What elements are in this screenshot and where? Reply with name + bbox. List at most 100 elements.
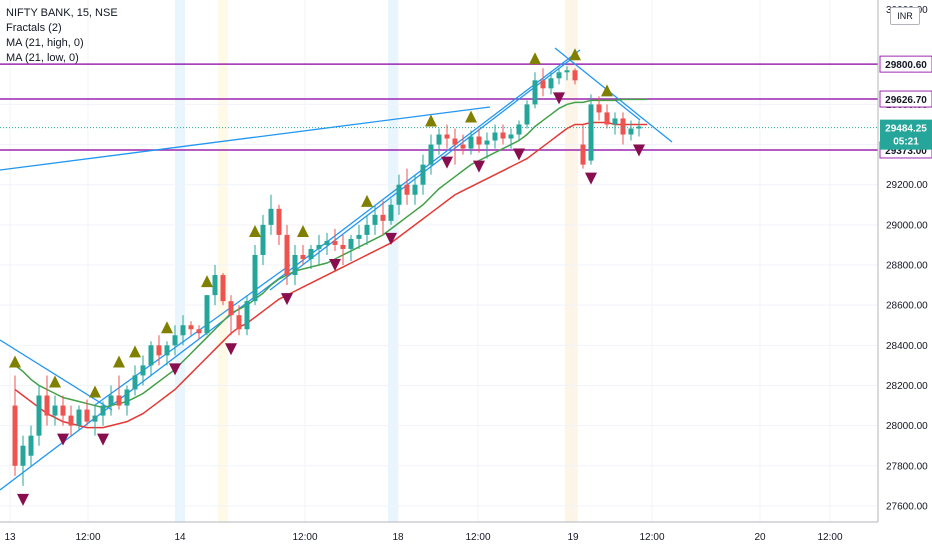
candle-body-76 — [620, 118, 626, 135]
candle-body-15 — [132, 375, 138, 390]
candle-body-4 — [44, 395, 50, 416]
fractal-up-5 — [161, 321, 173, 334]
candle-49 — [404, 168, 410, 205]
candle-body-77 — [628, 128, 634, 135]
candle-55 — [452, 128, 458, 165]
fractal-down-7 — [385, 232, 397, 245]
price-axis[interactable]: 27600.00 27800.00 28000.00 28200.00 28400.00… — [877, 0, 932, 550]
candle-body-73 — [596, 104, 602, 113]
candle-25 — [212, 265, 218, 306]
candle-52 — [428, 134, 434, 175]
fractal-up-8 — [297, 224, 309, 237]
candle-body-8 — [76, 409, 82, 426]
candle-57 — [468, 130, 474, 155]
candle-1 — [20, 435, 26, 486]
legend-ma-low[interactable]: MA (21, low, 0) — [6, 52, 79, 64]
candle-23 — [196, 325, 202, 340]
candle-34 — [284, 224, 290, 286]
fractal-down-3 — [169, 363, 181, 376]
candle-66 — [540, 68, 546, 97]
grid-lines — [0, 0, 878, 522]
candle-body-48 — [396, 184, 402, 205]
candle-body-27 — [228, 301, 234, 316]
candle-body-57 — [468, 136, 474, 149]
trend-line-2 — [94, 264, 291, 406]
candle-37 — [308, 244, 314, 270]
price-tick-label-8: 29200.00 — [886, 180, 928, 191]
candle-54 — [444, 124, 450, 149]
fractal-down-6 — [329, 258, 341, 271]
candle-21 — [180, 315, 186, 346]
legend-fractals[interactable]: Fractals (2) — [6, 22, 62, 34]
candle-body-63 — [516, 124, 522, 135]
legend-symbol[interactable]: NIFTY BANK, 15, NSE — [6, 7, 118, 19]
session-band-1 — [218, 0, 228, 522]
candle-body-1 — [20, 445, 26, 466]
candle-33 — [276, 204, 282, 245]
candle-body-32 — [268, 208, 274, 225]
candle-2 — [28, 425, 34, 466]
candle-body-70 — [572, 70, 578, 81]
candle-77 — [628, 120, 634, 141]
candle-78 — [636, 120, 642, 137]
candle-body-35 — [292, 254, 298, 276]
candle-22 — [188, 321, 194, 336]
candle-17 — [148, 341, 154, 376]
trend-line-5 — [614, 99, 641, 121]
level-tag-text-2: 29373.00 — [885, 146, 927, 157]
candle-5 — [52, 395, 58, 426]
candle-body-42 — [348, 238, 354, 249]
price-tick-label-1: 27800.00 — [886, 461, 928, 472]
candle-60 — [492, 124, 498, 149]
candle-body-43 — [356, 234, 362, 239]
session-band-2 — [388, 0, 398, 522]
fractal-up-14 — [601, 84, 613, 97]
candle-body-46 — [380, 214, 386, 221]
candle-body-23 — [196, 329, 202, 334]
candle-70 — [572, 68, 578, 85]
time-tick-label-5: 12:00 — [465, 532, 490, 543]
price-tick-label-4: 28400.00 — [886, 341, 928, 352]
candle-body-50 — [412, 184, 418, 195]
legend-ma-high[interactable]: MA (21, high, 0) — [6, 37, 84, 49]
candle-59 — [484, 132, 490, 159]
candle-body-16 — [140, 365, 146, 376]
time-tick-label-6: 19 — [567, 532, 579, 543]
fractal-down-0 — [17, 493, 29, 506]
candle-6 — [60, 395, 66, 426]
fractal-up-11 — [465, 110, 477, 123]
candle-42 — [348, 234, 354, 261]
candle-51 — [420, 154, 426, 195]
time-axis[interactable]: 13 12:00 14 12:00 18 12:00 19 12:00 20 12:00 — [0, 521, 878, 543]
candle-body-65 — [532, 80, 538, 105]
candle-9 — [84, 399, 90, 426]
candle-body-21 — [180, 325, 186, 336]
trend-line-wedge — [0, 339, 113, 411]
candle-body-61 — [500, 132, 506, 139]
candle-body-75 — [612, 118, 618, 125]
session-band-3 — [565, 0, 578, 522]
candle-body-18 — [156, 345, 162, 356]
candle-body-34 — [284, 234, 290, 276]
fractal-up-7 — [249, 224, 261, 237]
level-tag-0 — [879, 55, 932, 73]
session-highlights — [175, 0, 578, 522]
currency-badge[interactable]: INR — [890, 7, 920, 25]
candle-body-56 — [460, 144, 466, 149]
candle-body-3 — [36, 395, 42, 436]
time-tick-label-7: 12:00 — [639, 532, 664, 543]
fractal-down-5 — [281, 293, 293, 306]
candle-body-17 — [148, 345, 154, 366]
candle-body-68 — [556, 72, 562, 79]
candle-56 — [460, 134, 466, 155]
moving-average-lines — [14, 98, 647, 429]
candle-body-0 — [12, 405, 18, 466]
candle-body-52 — [428, 144, 434, 165]
candle-73 — [596, 96, 602, 121]
fractal-up-13 — [569, 48, 581, 61]
price-tick-label-3: 28200.00 — [886, 381, 928, 392]
candle-body-58 — [476, 136, 482, 145]
price-tick-label-7: 29000.00 — [886, 220, 928, 231]
